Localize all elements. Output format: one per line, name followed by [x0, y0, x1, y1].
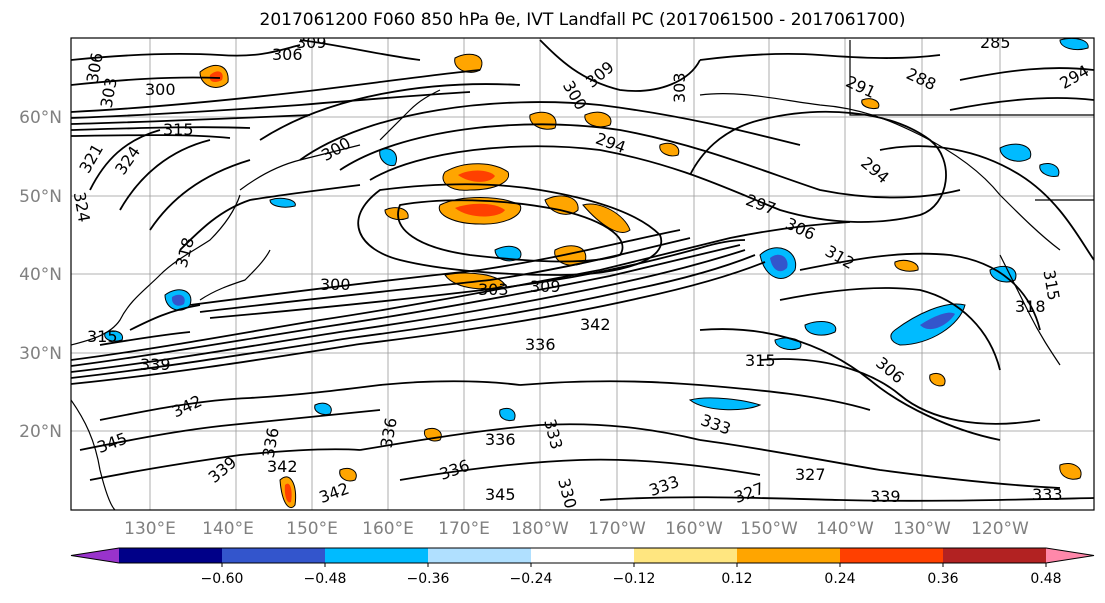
colorbar-extension-high [1046, 548, 1094, 563]
contour-label: 309 [530, 277, 561, 296]
contour-label: 300 [320, 275, 351, 294]
contour-label: 336 [485, 430, 516, 449]
contour-label: 342 [267, 457, 298, 476]
lon-label: 170°W [588, 519, 646, 539]
colorbar-bin [325, 548, 429, 563]
colorbar-tick-label: −0.12 [613, 571, 656, 587]
colorbar-tick-label: 0.36 [927, 571, 958, 587]
lon-label: 150°W [740, 519, 798, 539]
graticule [71, 38, 1094, 510]
lon-label: 170°E [438, 519, 490, 539]
colorbar-bin [737, 548, 841, 563]
contour-label: 324 [70, 190, 94, 223]
colorbar-bin [119, 548, 223, 563]
lat-label: 30°N [19, 344, 62, 364]
contour-label: 336 [525, 335, 556, 354]
contour-label: 339 [870, 487, 901, 506]
contour-label: 303 [478, 280, 509, 299]
contour-label: 342 [580, 315, 611, 334]
latitude-axis: 60°N 50°N 40°N 30°N 20°N [19, 108, 62, 442]
contour-label: 303 [670, 72, 689, 103]
colorbar-bin [840, 548, 944, 563]
contour-label: 339 [140, 355, 171, 374]
contour-label: 315 [163, 120, 194, 139]
colorbar-tick-label: 0.24 [824, 571, 855, 587]
colorbar-bin [531, 548, 635, 563]
map-content: 306 303 300 309 306 315 324 321 324 300 … [70, 33, 1094, 510]
contour-label: 285 [980, 33, 1011, 52]
contour-label: 306 [272, 45, 303, 64]
lon-label: 130°E [124, 519, 176, 539]
colorbar-outline [70, 547, 1095, 564]
colorbar-tick-label: −0.24 [510, 571, 553, 587]
contour-label: 318 [1015, 297, 1046, 316]
lon-label: 180°W [511, 519, 569, 539]
lat-label: 40°N [19, 265, 62, 285]
map-title: 2017061200 F060 850 hPa θe, IVT Landfall… [259, 10, 906, 30]
colorbar-bin [943, 548, 1047, 563]
lon-label: 120°W [971, 519, 1029, 539]
longitude-axis: 130°E 140°E 150°E 160°E 170°E 180°W 170°… [124, 519, 1029, 539]
colorbar-extension-low [71, 548, 119, 563]
lon-label: 130°W [893, 519, 951, 539]
lat-label: 20°N [19, 422, 62, 442]
contour-label: 327 [795, 465, 826, 484]
contour-label: 309 [296, 33, 327, 52]
coastlines [71, 40, 1094, 510]
colorbar-bin [428, 548, 532, 563]
lon-label: 140°E [202, 519, 254, 539]
colorbar-bin [222, 548, 326, 563]
colorbar-bin [634, 548, 738, 563]
colorbar-tick-label: −0.48 [304, 571, 347, 587]
colorbar-tick-label: −0.36 [407, 571, 450, 587]
colorbar: −0.60 −0.48 −0.36 −0.24 −0.12 0.12 0.24 0.36 0.4… [70, 547, 1095, 587]
contour-label: 315 [745, 351, 776, 370]
map-frame [70, 37, 1095, 511]
contour-label: 300 [145, 80, 176, 99]
lat-label: 60°N [19, 108, 62, 128]
lon-label: 160°E [362, 519, 414, 539]
contour-label: 333 [1032, 485, 1063, 504]
lat-label: 50°N [19, 187, 62, 207]
contour-label: 315 [87, 327, 118, 346]
theta-e-contours [71, 39, 1094, 502]
colorbar-tick-label: 0.48 [1030, 571, 1061, 587]
lon-label: 150°E [286, 519, 338, 539]
lon-label: 160°W [665, 519, 723, 539]
colorbar-tick-label: 0.12 [721, 571, 752, 587]
contour-label: 345 [485, 485, 516, 504]
colorbar-tick-label: −0.60 [201, 571, 244, 587]
lon-label: 140°W [816, 519, 874, 539]
